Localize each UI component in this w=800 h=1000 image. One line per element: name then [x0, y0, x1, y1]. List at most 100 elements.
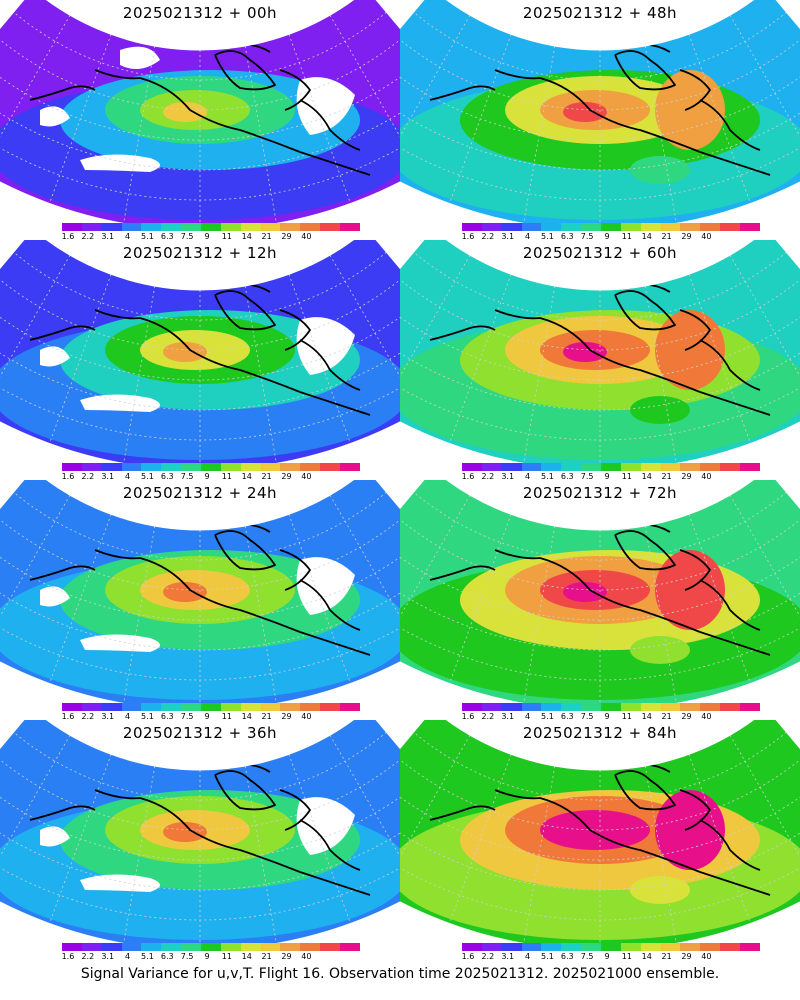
- colorbar-tick-label: 6.3: [160, 232, 174, 241]
- colorbar-tick-label: 2.2: [81, 232, 95, 241]
- colorbar-swatch: [62, 223, 82, 231]
- colorbar-tick-label: 29: [281, 472, 292, 481]
- colorbar-swatch: [62, 463, 82, 471]
- colorbar-swatch: [300, 943, 321, 951]
- colorbar-swatch: [340, 703, 360, 711]
- colorbar-tick-label: 3.1: [501, 232, 515, 241]
- colorbar-swatch: [300, 463, 321, 471]
- colorbar-tick-label: 4: [125, 472, 131, 481]
- colorbar: 1.6 2.2 3.1 4 5.1 6.3 7.5 9 11 14 21 29 40: [62, 703, 360, 725]
- colorbar-swatch: [260, 943, 281, 951]
- colorbar-tick-label: 3.1: [101, 472, 115, 481]
- colorbar-swatch: [201, 463, 221, 471]
- colorbar-swatch: [521, 943, 542, 951]
- colorbar-tick-label: 1.6: [461, 712, 475, 721]
- colorbar-swatch: [581, 223, 602, 231]
- colorbar-tick-label: 1.6: [61, 232, 75, 241]
- colorbar-tick-label: 14: [641, 472, 652, 481]
- colorbar-tick-label: 7.5: [180, 952, 194, 961]
- colorbar-tick-label: 9: [604, 232, 610, 241]
- colorbar-swatch: [81, 943, 102, 951]
- map-panel: 2025021312 + 12h 1.6 2.2 3.1 4 5.1 6.3 7.5 9 11 14…: [0, 240, 400, 481]
- colorbar-tick-label: 14: [641, 952, 652, 961]
- colorbar-swatch: [501, 463, 522, 471]
- colorbar-tick-label: 21: [261, 712, 272, 721]
- colorbar-swatch: [320, 943, 341, 951]
- colorbar-swatch: [601, 703, 621, 711]
- colorbar-tick-label: 9: [604, 472, 610, 481]
- colorbar: 1.6 2.2 3.1 4 5.1 6.3 7.5 9 11 14 21 29 40: [462, 223, 760, 245]
- colorbar-swatch: [101, 943, 122, 951]
- colorbar-tick-label: 40: [301, 952, 312, 961]
- colorbar-swatch: [660, 943, 681, 951]
- colorbar-swatch: [81, 463, 102, 471]
- colorbar-tick-label: 3.1: [101, 712, 115, 721]
- colorbar-tick-label: 14: [241, 232, 252, 241]
- colorbar-swatch: [620, 943, 641, 951]
- map-panel: 2025021312 + 60h 1.6 2.2 3.1 4 5.1 6.3 7.5 9 11 14…: [400, 240, 800, 481]
- colorbar-swatch: [521, 463, 542, 471]
- colorbar-swatch: [280, 703, 301, 711]
- colorbar-swatch: [260, 223, 281, 231]
- colorbar-swatch: [260, 703, 281, 711]
- colorbar-swatch: [601, 463, 621, 471]
- colorbar-tick-label: 29: [281, 952, 292, 961]
- map-panel: 2025021312 + 48h 1.6 2.2 3.1 4 5.1 6.3 7.5 9 11 14…: [400, 0, 800, 241]
- colorbar-swatch: [300, 703, 321, 711]
- colorbar-tick-label: 2.2: [481, 232, 495, 241]
- map-panel: 2025021312 + 24h 1.6 2.2 3.1 4 5.1 6.3 7.5 9 11 14…: [0, 480, 400, 721]
- colorbar-tick-label: 4: [525, 952, 531, 961]
- colorbar-swatch: [340, 943, 360, 951]
- colorbar-swatch: [240, 463, 261, 471]
- colorbar-swatch: [181, 223, 202, 231]
- colorbar-swatch: [101, 463, 122, 471]
- colorbar-swatch: [280, 463, 301, 471]
- colorbar-swatch: [481, 223, 502, 231]
- colorbar-swatch: [280, 943, 301, 951]
- colorbar-tick-label: 4: [525, 712, 531, 721]
- colorbar-tick-label: 7.5: [580, 472, 594, 481]
- colorbar-swatch: [320, 703, 341, 711]
- colorbar-tick-label: 2.2: [81, 952, 95, 961]
- colorbar-swatch: [620, 463, 641, 471]
- colorbar-swatch: [340, 223, 360, 231]
- colorbar-tick-label: 4: [125, 232, 131, 241]
- colorbar-swatch: [260, 463, 281, 471]
- colorbar-swatch: [320, 463, 341, 471]
- colorbar-swatch: [201, 943, 221, 951]
- colorbar-tick-label: 29: [681, 232, 692, 241]
- colorbar: 1.6 2.2 3.1 4 5.1 6.3 7.5 9 11 14 21 29 40: [462, 703, 760, 725]
- colorbar-tick-label: 1.6: [61, 712, 75, 721]
- colorbar-tick-label: 2.2: [81, 472, 95, 481]
- colorbar-swatch: [660, 223, 681, 231]
- colorbar-swatch: [240, 703, 261, 711]
- map-plot: [0, 480, 400, 711]
- colorbar-swatch: [601, 223, 621, 231]
- colorbar-swatch: [680, 703, 701, 711]
- colorbar-tick-label: 11: [221, 952, 232, 961]
- colorbar-tick-label: 3.1: [101, 952, 115, 961]
- colorbar-tick-label: 14: [241, 952, 252, 961]
- colorbar-tick-label: 21: [261, 472, 272, 481]
- colorbar-tick-label: 11: [621, 712, 632, 721]
- panel-title: 2025021312 + 00h: [122, 4, 278, 22]
- colorbar: 1.6 2.2 3.1 4 5.1 6.3 7.5 9 11 14 21 29 40: [62, 223, 360, 245]
- colorbar: 1.6 2.2 3.1 4 5.1 6.3 7.5 9 11 14 21 29 40: [62, 943, 360, 965]
- colorbar-swatch: [161, 703, 182, 711]
- colorbar-tick-label: 21: [261, 952, 272, 961]
- colorbar-swatch: [462, 463, 482, 471]
- colorbar-tick-label: 21: [661, 952, 672, 961]
- colorbar-swatch: [620, 703, 641, 711]
- colorbar-tick-label: 40: [701, 232, 712, 241]
- colorbar-swatch: [561, 703, 582, 711]
- colorbar-tick-label: 1.6: [61, 472, 75, 481]
- colorbar-tick-label: 9: [204, 472, 210, 481]
- colorbar-tick-label: 9: [604, 952, 610, 961]
- colorbar-swatch: [161, 943, 182, 951]
- colorbar-tick-label: 9: [204, 952, 210, 961]
- colorbar-swatch: [462, 943, 482, 951]
- colorbar-swatch: [640, 463, 661, 471]
- colorbar-tick-label: 7.5: [580, 232, 594, 241]
- colorbar-tick-label: 6.3: [560, 952, 574, 961]
- colorbar-tick-label: 4: [525, 472, 531, 481]
